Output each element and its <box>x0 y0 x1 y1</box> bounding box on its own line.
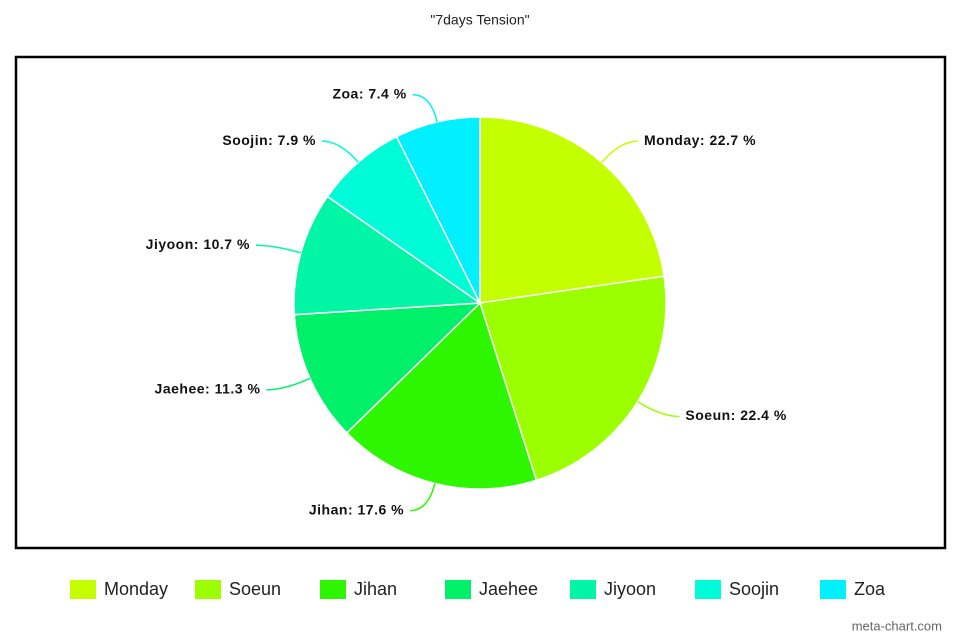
leader-line <box>601 140 639 163</box>
legend-label: Jihan <box>354 579 397 599</box>
legend-swatch <box>195 580 221 599</box>
pie-slice <box>479 116 665 304</box>
data-label: Zoa: 7.4 % <box>332 85 406 101</box>
legend-label: Monday <box>104 579 168 599</box>
legend-label: Zoa <box>854 579 886 599</box>
watermark: meta-chart.com <box>852 618 942 633</box>
data-label: Soeun: 22.4 % <box>685 407 786 423</box>
leader-line <box>321 140 359 163</box>
legend-swatch <box>445 580 471 599</box>
data-label: Soojin: 7.9 % <box>222 132 316 148</box>
legend-label: Soojin <box>729 579 779 599</box>
pie-slice <box>479 275 667 482</box>
legend-label: Jaehee <box>479 579 538 599</box>
legend-swatch <box>570 580 596 599</box>
legend-swatch <box>695 580 721 599</box>
data-label: Jiyoon: 10.7 % <box>146 236 250 252</box>
data-label: Monday: 22.7 % <box>644 132 756 148</box>
leader-line <box>412 94 438 123</box>
leader-line <box>255 244 302 254</box>
leader-line <box>266 377 311 391</box>
pie-slice <box>326 135 481 304</box>
leader-line <box>637 401 680 418</box>
leader-line <box>410 483 436 512</box>
pie-slice <box>345 301 538 490</box>
legend-swatch <box>320 580 346 599</box>
legend-swatch <box>820 580 846 599</box>
data-label: Jaehee: 11.3 % <box>155 381 261 397</box>
legend-label: Soeun <box>229 579 281 599</box>
pie-slice <box>293 195 483 316</box>
legend-swatch <box>70 580 96 599</box>
legend-label: Jiyoon <box>604 579 656 599</box>
data-label: Jihan: 17.6 % <box>309 501 404 517</box>
chart-title: "7days Tension" <box>430 12 529 28</box>
